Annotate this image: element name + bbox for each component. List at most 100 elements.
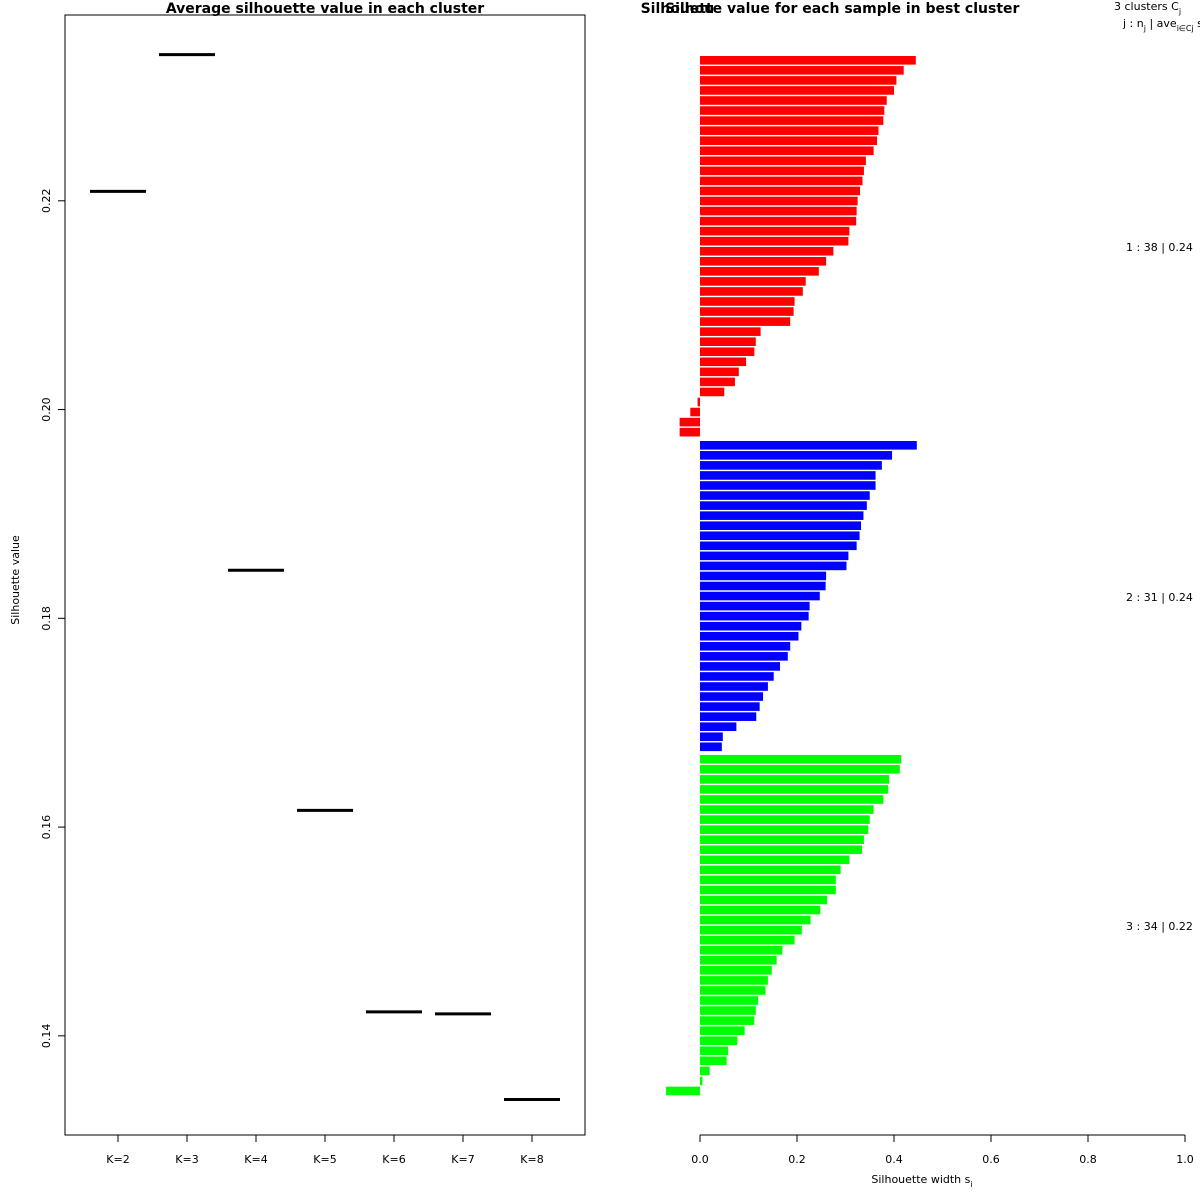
cluster-2-bar: [700, 601, 810, 611]
cluster-1-bar: [700, 337, 756, 346]
cluster-2-bar: [700, 561, 847, 571]
left-segments: [90, 53, 560, 1102]
cluster-2-bar: [700, 702, 760, 711]
right-x-axis: 0.0 0.2 0.4 0.6 0.8 1.0: [691, 1134, 1194, 1166]
left-y-axis-label: Silhouette value: [9, 535, 22, 625]
cluster-2-label: 2 : 31 | 0.24: [1126, 591, 1193, 604]
cluster-3-bar: [700, 1076, 703, 1086]
cluster-2-bar: [700, 672, 774, 681]
right-chart-overprinted-title: Silhou: [665, 1, 714, 17]
cluster-3-bar: [700, 945, 783, 955]
cluster-2-bar: [700, 511, 864, 520]
cluster-2-bar: [700, 712, 757, 721]
right-x-tick-label: 0.0: [691, 1153, 709, 1166]
left-y-axis: 0.14 0.16 0.18 0.20 0.22: [40, 189, 65, 1049]
cluster-3-bar: [700, 1016, 755, 1025]
cluster-2-bar: [700, 631, 799, 641]
left-x-tick-label: K=2: [106, 1153, 129, 1166]
cluster-1-bar: [700, 216, 857, 226]
cluster-1-bar: [700, 96, 887, 105]
cluster-1-bar: [700, 367, 739, 377]
cluster-2-bar: [700, 742, 722, 752]
cluster-1-bar: [700, 66, 904, 75]
cluster-2-bar: [700, 451, 893, 460]
cluster-1-bar: [700, 126, 879, 135]
left-y-tick-label: 0.22: [40, 189, 53, 214]
cluster-3-bar: [700, 855, 850, 865]
cluster-3-bar: [700, 885, 836, 895]
cluster-3-bar: [700, 925, 802, 935]
cluster-2-bar: [700, 441, 917, 450]
cluster-3-bar: [700, 1046, 729, 1056]
cluster-3-bar: [700, 935, 795, 945]
right-x-tick-label: 1.0: [1176, 1153, 1194, 1166]
cluster-3-bar: [700, 996, 759, 1005]
right-x-axis-label: Silhouette width si: [871, 1173, 972, 1189]
cluster-1-bar: [700, 206, 857, 216]
cluster-1-bar: [679, 427, 700, 437]
left-y-tick-label: 0.14: [40, 1024, 53, 1049]
left-y-tick-label: 0.18: [40, 606, 53, 631]
legend-header: 3 clusters Cj j : nj | avei∈Cj s: [1114, 0, 1200, 33]
left-plot-frame: [64, 14, 586, 1136]
cluster-3-bar: [666, 1086, 700, 1096]
left-x-tick-label: K=4: [244, 1153, 267, 1166]
cluster-3-bar: [700, 785, 889, 794]
cluster-1-bar: [700, 267, 819, 276]
cluster-1-bar: [700, 257, 827, 266]
cluster-3-bar: [700, 845, 862, 855]
left-x-tick-label: K=8: [520, 1153, 543, 1166]
right-chart-panel: Silhouette value for each sample in best…: [641, 0, 1200, 1189]
cluster-3-bar: [700, 875, 836, 885]
cluster-3-bar: [700, 795, 884, 804]
cluster-3-bar: [700, 755, 902, 764]
cluster-1-bar: [700, 287, 803, 296]
cluster-1-bar: [700, 166, 864, 176]
right-chart-title: Silhouette value for each sample in best…: [641, 1, 1020, 17]
cluster-2-bar: [700, 642, 791, 651]
legend-header-line1-text: 3 clusters C: [1114, 0, 1179, 13]
cluster-2-bar: [700, 591, 820, 601]
cluster-1-bar: [700, 307, 794, 316]
cluster-3-bar: [700, 1006, 756, 1015]
cluster-1-bar: [700, 116, 884, 125]
cluster-2-bar: [700, 611, 809, 621]
cluster-1-bar: [700, 347, 755, 357]
left-x-axis: K=2 K=3 K=4 K=5 K=6 K=7 K=8: [106, 1134, 544, 1166]
cluster-1-bar: [700, 186, 861, 196]
cluster-2-bar: [700, 491, 870, 500]
cluster-1-bar: [700, 277, 806, 286]
cluster-1-bar: [700, 327, 761, 336]
cluster-2-bar: [700, 471, 876, 480]
cluster-1-bar: [697, 397, 700, 407]
legend-header-line2: j : nj | avei∈Cj s: [1122, 17, 1200, 33]
cluster-1-bar: [700, 136, 878, 145]
cluster-2-bar: [700, 732, 723, 742]
cluster-1-bar: [700, 317, 791, 326]
cluster-2-bar: [700, 621, 802, 631]
silhouette-bars: [666, 56, 917, 1096]
cluster-2-bar: [700, 652, 788, 661]
cluster-1-bar: [700, 176, 863, 186]
cluster-labels: 1 : 38 | 0.24 2 : 31 | 0.24 3 : 34 | 0.22: [1126, 241, 1193, 933]
cluster-1-bar: [700, 146, 874, 156]
right-x-axis-label-text: Silhouette width s: [871, 1173, 970, 1186]
left-chart-panel: Average silhouette value in each cluster…: [9, 1, 586, 1166]
legend-header-line2-a: j : n: [1122, 17, 1144, 30]
cluster-3-bar: [700, 976, 768, 985]
left-y-tick-label: 0.20: [40, 397, 53, 422]
cluster-3-bar: [700, 815, 870, 824]
cluster-1-bar: [700, 196, 858, 206]
right-x-axis-label-sub: i: [970, 1180, 972, 1189]
legend-header-line2-c: s: [1194, 17, 1200, 30]
cluster-3-bar: [700, 895, 828, 905]
cluster-3-bar: [700, 905, 821, 915]
cluster-2-bar: [700, 521, 862, 530]
cluster-2-bar: [700, 501, 867, 510]
cluster-1-bar: [700, 106, 885, 115]
cluster-1-bar: [700, 156, 866, 166]
cluster-1-label: 1 : 38 | 0.24: [1126, 241, 1193, 254]
cluster-3-bar: [700, 1036, 738, 1045]
